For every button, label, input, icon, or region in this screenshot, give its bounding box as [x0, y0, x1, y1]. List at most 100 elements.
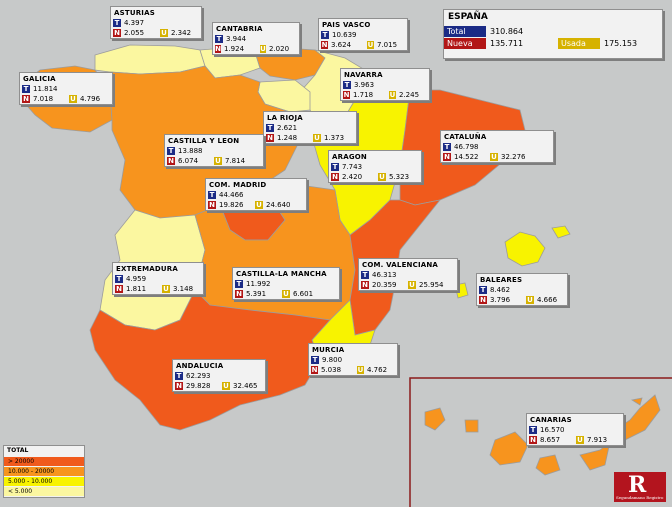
region-nueva: 29.828 — [186, 382, 211, 390]
nueva-tag: N — [208, 201, 216, 209]
region-usada: 7.015 — [377, 41, 398, 49]
nueva-tag: N — [361, 281, 369, 289]
total-tag: T — [266, 124, 274, 132]
region-name: BALEARES — [480, 276, 523, 284]
total-tag: T — [167, 147, 175, 155]
spain-total-label: Total — [444, 26, 486, 37]
region-box: CASTILLA Y LEON T 13.888 N 6.074 U 7.814 — [164, 134, 264, 167]
legend-item-label: 5.000 - 10.000 — [8, 478, 53, 485]
total-tag: T — [115, 275, 123, 283]
region-total-row: T 11.814 — [20, 84, 112, 94]
region-total: 16.570 — [540, 426, 565, 434]
nueva-tag: N — [479, 296, 487, 304]
region-total: 46.313 — [372, 271, 397, 279]
region-box: BALEARES T 8.462 N 3.796 U 4.666 — [476, 273, 568, 306]
region-usada: 4.666 — [537, 296, 558, 304]
region-name: CASTILLA Y LEON — [168, 137, 240, 145]
region-nueva-usada-row: N 29.828 U 32.465 — [173, 381, 265, 391]
usada-tag: U — [367, 41, 374, 49]
spain-summary-box: ESPAÑA Total 310.864 Nueva 135.711 Usada… — [443, 9, 663, 59]
region-nueva: 3.796 — [490, 296, 511, 304]
region-name: PAIS VASCO — [322, 21, 371, 29]
region-total: 2.621 — [277, 124, 298, 132]
region-nueva: 7.018 — [33, 95, 54, 103]
region-total-row: T 2.621 — [264, 123, 356, 133]
total-tag: T — [361, 271, 369, 279]
usada-tag: U — [162, 285, 170, 293]
nueva-tag: N — [343, 91, 350, 99]
usada-tag: U — [160, 29, 168, 37]
region-box: PAIS VASCO T 10.639 N 3.624 U 7.015 — [318, 18, 408, 51]
nueva-tag: N — [321, 41, 328, 49]
region-box: EXTREMADURA T 4.959 N 1.811 U 3.148 — [112, 262, 204, 295]
region-baleares[interactable] — [454, 225, 571, 299]
region-usada: 4.796 — [80, 95, 101, 103]
region-total-row: T 3.944 — [213, 34, 299, 44]
legend-item: > 20000 — [4, 457, 84, 466]
total-tag: T — [443, 143, 451, 151]
region-canarias[interactable] — [424, 394, 661, 476]
legend: TOTAL > 20000 10.000 - 20000 5.000 - 10.… — [3, 445, 85, 498]
region-name: ANDALUCIA — [176, 362, 224, 370]
region-total-row: T 16.570 — [527, 425, 623, 435]
nueva-tag: N — [443, 153, 451, 161]
region-usada: 32.465 — [233, 382, 258, 390]
region-total: 4.959 — [126, 275, 147, 283]
region-usada: 2.342 — [171, 29, 192, 37]
legend-item: < 5.000 — [4, 487, 84, 496]
region-box: ARAGON T 7.743 N 2.420 U 5.323 — [328, 150, 422, 183]
region-nueva-usada-row: N 1.924 U 2.020 — [213, 44, 299, 54]
region-total-row: T 4.959 — [113, 274, 203, 284]
nueva-tag: N — [311, 366, 318, 374]
region-name: CATALUÑA — [444, 133, 487, 141]
legend-item: 10.000 - 20000 — [4, 467, 84, 476]
region-nueva: 20.359 — [372, 281, 397, 289]
region-name: LA RIOJA — [267, 114, 303, 122]
region-box: ASTURIAS T 4.397 N 2.055 U 2.342 — [110, 6, 202, 39]
region-total: 7.743 — [342, 163, 363, 171]
usada-tag: U — [389, 91, 396, 99]
nueva-tag: N — [113, 29, 121, 37]
region-nueva: 2.420 — [342, 173, 363, 181]
nueva-tag: N — [215, 45, 221, 53]
region-nueva-usada-row: N 19.826 U 24.640 — [206, 200, 306, 210]
region-total-row: T 46.798 — [441, 142, 553, 152]
logo-letter: R — [628, 472, 647, 498]
usada-tag: U — [255, 201, 263, 209]
region-nueva: 5.038 — [321, 366, 342, 374]
region-name: ARAGON — [332, 153, 367, 161]
region-nueva-usada-row: N 14.522 U 32.276 — [441, 152, 553, 162]
legend-item: 5.000 - 10.000 — [4, 477, 84, 486]
region-nueva: 1.924 — [224, 45, 245, 53]
region-name: COM. MADRID — [209, 181, 267, 189]
spain-total-row: Total 310.864 — [444, 26, 662, 37]
spain-nueva-label: Nueva — [444, 38, 486, 49]
region-name: MURCIA — [312, 346, 345, 354]
region-nueva-usada-row: N 6.074 U 7.814 — [165, 156, 263, 166]
region-box: NAVARRA T 3.963 N 1.718 U 2.245 — [340, 68, 430, 101]
region-nueva: 1.718 — [353, 91, 374, 99]
region-nueva: 3.624 — [331, 41, 352, 49]
region-nueva-usada-row: N 3.624 U 7.015 — [319, 40, 407, 50]
region-box: CATALUÑA T 46.798 N 14.522 U 32.276 — [440, 130, 554, 163]
region-total: 11.992 — [246, 280, 271, 288]
total-tag: T — [175, 372, 183, 380]
region-box: COM. MADRID T 44.466 N 19.826 U 24.640 — [205, 178, 307, 211]
region-nueva-usada-row: N 8.657 U 7.913 — [527, 435, 623, 445]
region-box: CANARIAS T 16.570 N 8.657 U 7.913 — [526, 413, 624, 446]
region-box: ANDALUCIA T 62.293 N 29.828 U 32.465 — [172, 359, 266, 392]
region-name: EXTREMADURA — [116, 265, 179, 273]
region-total-row: T 62.293 — [173, 371, 265, 381]
region-usada: 32.276 — [501, 153, 526, 161]
total-tag: T — [331, 163, 339, 171]
region-total-row: T 9.800 — [309, 355, 397, 365]
usada-tag: U — [576, 436, 584, 444]
region-box: MURCIA T 9.800 N 5.038 U 4.762 — [308, 343, 398, 376]
region-total-row: T 11.992 — [233, 279, 339, 289]
region-total: 8.462 — [490, 286, 511, 294]
logo-text: Segundamano Registro — [616, 495, 664, 500]
total-tag: T — [311, 356, 319, 364]
region-total: 46.798 — [454, 143, 479, 151]
region-total-row: T 10.639 — [319, 30, 407, 40]
total-tag: T — [22, 85, 30, 93]
